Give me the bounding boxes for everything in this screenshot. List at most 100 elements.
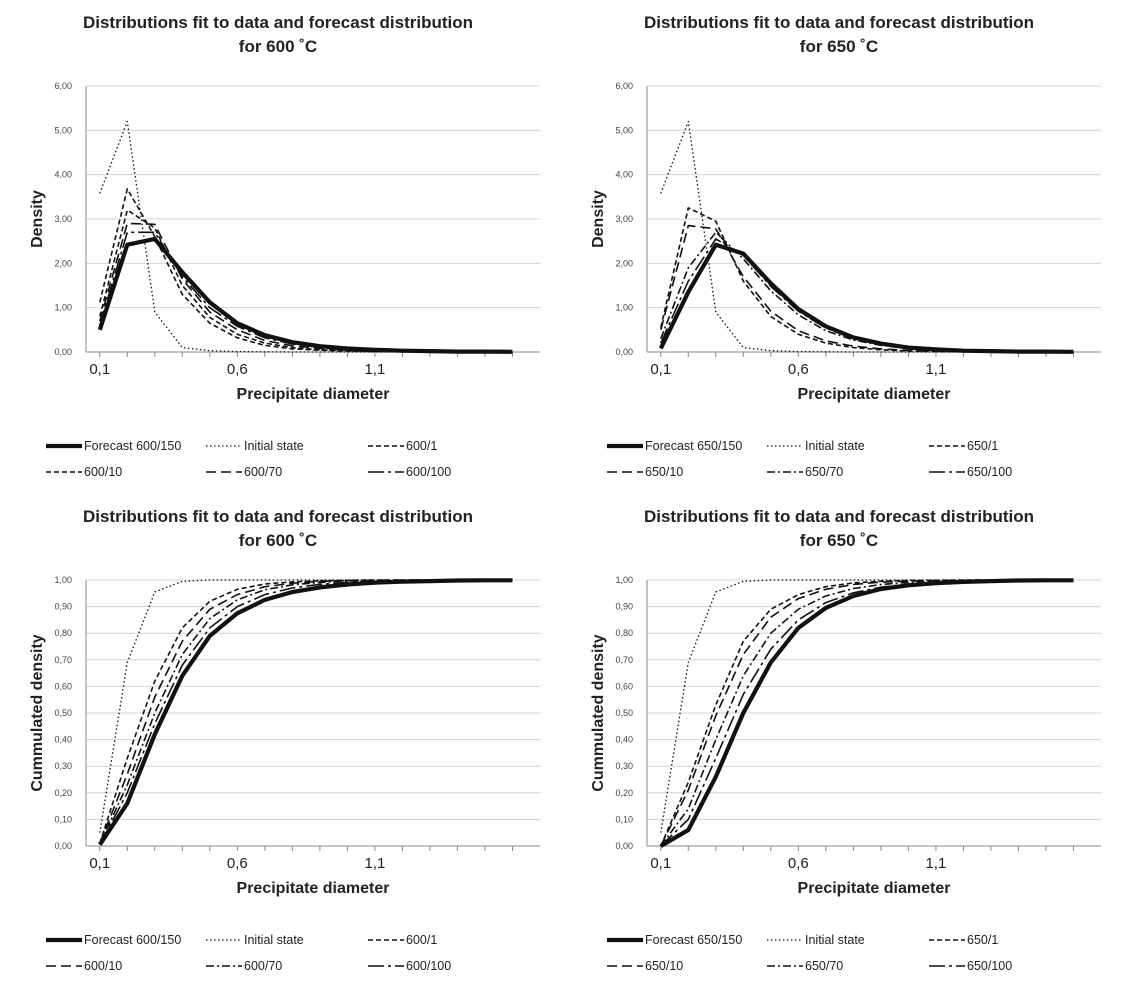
x-tick-label: 0,1 — [89, 855, 110, 872]
chart-title: Distributions fit to data and forecast d… — [83, 507, 473, 526]
y-tick-label: 0,20 — [615, 788, 633, 798]
legend-label: 650/1 — [967, 933, 998, 947]
y-tick-label: 4,00 — [615, 170, 633, 180]
legend-label: Forecast 650/150 — [645, 933, 742, 947]
chart-svg: Distributions fit to data and forecast d… — [29, 13, 540, 479]
series-line-600-10 — [99, 579, 513, 844]
y-tick-label: 0,00 — [54, 841, 72, 851]
chart-svg: Distributions fit to data and forecast d… — [590, 507, 1101, 973]
x-axis-label: Precipitate diameter — [237, 880, 390, 897]
y-tick-label: 0,80 — [54, 628, 72, 638]
x-tick-label: 0,6 — [788, 855, 809, 872]
y-tick-label: 6,00 — [615, 81, 633, 91]
chart-cumulative-650: Distributions fit to data and forecast d… — [561, 494, 1121, 987]
series-line-650-70 — [660, 231, 1074, 353]
y-tick-label: 1,00 — [615, 303, 633, 313]
x-axis-label: Precipitate diameter — [237, 386, 390, 403]
legend-label: 650/70 — [805, 959, 843, 973]
legend-label: Forecast 600/150 — [84, 439, 181, 453]
x-axis-label: Precipitate diameter — [798, 880, 951, 897]
series-line-650-70 — [660, 579, 1074, 847]
y-axis-label: Density — [590, 190, 607, 248]
legend-label: 600/70 — [244, 465, 282, 479]
legend-label: 600/100 — [406, 465, 451, 479]
x-axis-label: Precipitate diameter — [798, 386, 951, 403]
legend-label: 600/70 — [244, 959, 282, 973]
y-tick-label: 0,40 — [54, 735, 72, 745]
x-tick-label: 0,1 — [89, 361, 110, 378]
y-tick-label: 0,60 — [54, 681, 72, 691]
series-line-initial-state — [660, 579, 1074, 833]
x-tick-label: 0,6 — [788, 361, 809, 378]
chart-title: Distributions fit to data and forecast d… — [644, 13, 1034, 32]
legend-label: Initial state — [244, 933, 304, 947]
legend-label: 650/100 — [967, 465, 1012, 479]
chart-subtitle: for 600 ˚C — [239, 531, 317, 550]
legend-label: Forecast 600/150 — [84, 933, 181, 947]
x-tick-label: 1,1 — [364, 855, 385, 872]
legend-label: 600/10 — [84, 959, 122, 973]
y-tick-label: 0,90 — [615, 602, 633, 612]
y-tick-label: 5,00 — [54, 125, 72, 135]
chart-subtitle: for 650 ˚C — [800, 37, 878, 56]
chart-svg: Distributions fit to data and forecast d… — [590, 13, 1101, 479]
y-tick-label: 0,60 — [615, 681, 633, 691]
y-tick-label: 6,00 — [54, 81, 72, 91]
series-line-forecast-600-150 — [98, 578, 513, 846]
y-tick-label: 0,00 — [54, 347, 72, 357]
y-tick-label: 3,00 — [54, 214, 72, 224]
series-line-600-1 — [99, 188, 513, 353]
series-line-600-70 — [99, 579, 513, 845]
y-tick-label: 0,50 — [615, 708, 633, 718]
chart-title: Distributions fit to data and forecast d… — [83, 13, 473, 32]
y-tick-label: 1,00 — [54, 303, 72, 313]
y-tick-label: 0,00 — [615, 841, 633, 851]
y-tick-label: 1,00 — [615, 575, 633, 585]
y-tick-label: 0,50 — [54, 708, 72, 718]
series-line-600-10 — [99, 209, 513, 353]
y-tick-label: 0,70 — [54, 655, 72, 665]
legend-label: 600/1 — [406, 439, 437, 453]
series-line-650-1 — [660, 579, 1074, 847]
x-tick-label: 0,1 — [650, 361, 671, 378]
y-tick-label: 0,80 — [615, 628, 633, 638]
legend-label: Initial state — [805, 933, 865, 947]
legend-label: 600/100 — [406, 959, 451, 973]
series-line-forecast-650-150 — [658, 242, 1074, 354]
chart-cumulative-600: Distributions fit to data and forecast d… — [0, 494, 560, 987]
series-line-initial-state — [99, 579, 513, 833]
series-line-600-1 — [99, 579, 513, 844]
series-line-forecast-650-150 — [659, 578, 1074, 848]
y-tick-label: 3,00 — [615, 214, 633, 224]
x-tick-label: 1,1 — [364, 361, 385, 378]
x-tick-label: 0,6 — [227, 855, 248, 872]
y-tick-label: 0,10 — [54, 814, 72, 824]
legend-label: 600/10 — [84, 465, 122, 479]
y-axis-label: Cummulated density — [29, 634, 46, 791]
legend-label: 600/1 — [406, 933, 437, 947]
chart-svg: Distributions fit to data and forecast d… — [29, 507, 540, 973]
legend-label: 650/100 — [967, 959, 1012, 973]
y-tick-label: 2,00 — [54, 258, 72, 268]
x-tick-label: 1,1 — [925, 855, 946, 872]
y-tick-label: 5,00 — [615, 125, 633, 135]
x-tick-label: 1,1 — [925, 361, 946, 378]
legend-label: 650/10 — [645, 959, 683, 973]
y-axis-label: Density — [29, 190, 46, 248]
chart-density-650: Distributions fit to data and forecast d… — [561, 0, 1121, 493]
y-tick-label: 4,00 — [54, 170, 72, 180]
y-tick-label: 0,40 — [615, 735, 633, 745]
y-tick-label: 0,70 — [615, 655, 633, 665]
chart-title: Distributions fit to data and forecast d… — [644, 507, 1034, 526]
legend-label: Forecast 650/150 — [645, 439, 742, 453]
y-tick-label: 1,00 — [54, 575, 72, 585]
y-axis-label: Cummulated density — [590, 634, 607, 791]
legend-label: 650/10 — [645, 465, 683, 479]
series-line-600-100 — [99, 579, 513, 845]
y-tick-label: 0,30 — [615, 761, 633, 771]
series-line-650-10 — [660, 224, 1074, 353]
x-tick-label: 0,6 — [227, 361, 248, 378]
y-tick-label: 2,00 — [615, 258, 633, 268]
legend-label: Initial state — [244, 439, 304, 453]
legend-label: Initial state — [805, 439, 865, 453]
